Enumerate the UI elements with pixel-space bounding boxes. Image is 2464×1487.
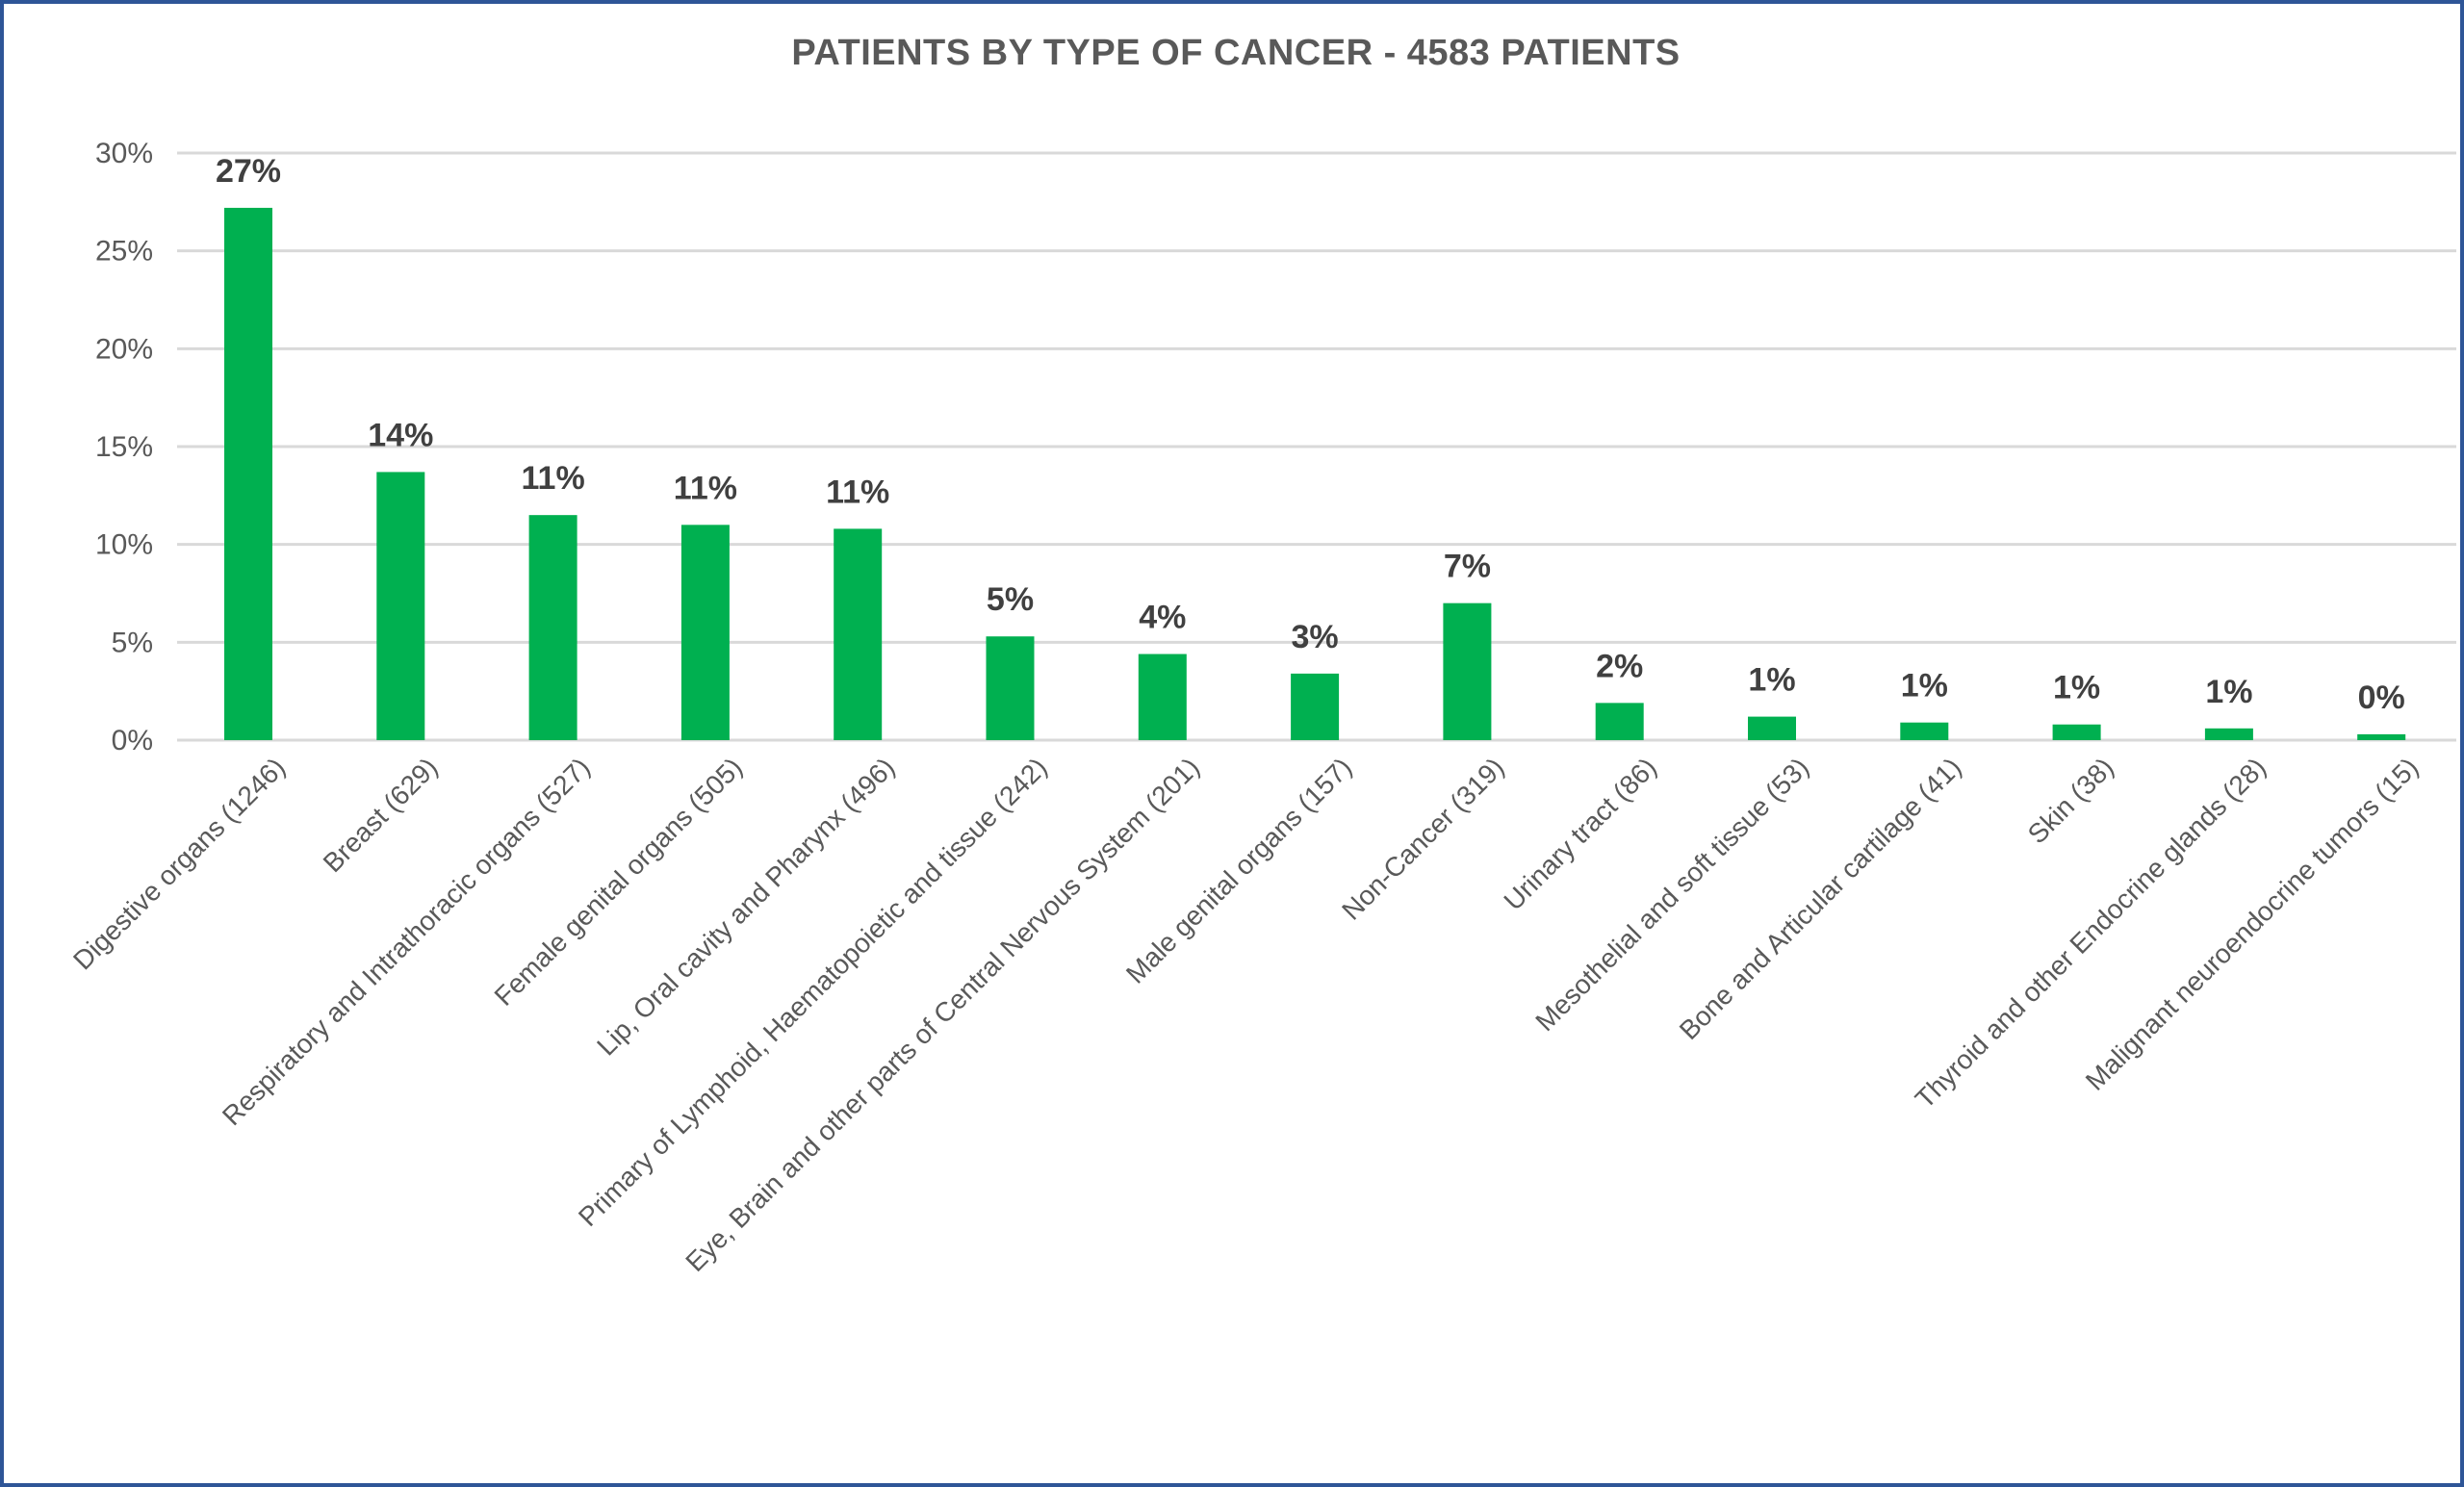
data-label: 5% — [987, 581, 1034, 618]
y-tick-label: 20% — [95, 333, 153, 365]
category-label: Urinary tract (86) — [1498, 752, 1661, 915]
data-label: 3% — [1292, 619, 1339, 655]
category-label: Skin (38) — [2022, 752, 2119, 849]
category-label: Female genital organs (505) — [489, 752, 749, 1012]
y-axis-ticks: 0% 5% 10% 15% 20% 25% 30% — [95, 138, 153, 756]
data-label: 1% — [1748, 662, 1795, 699]
x-axis-categories: Digestive organs (1246) Breast (629)Respi… — [67, 752, 2424, 1277]
bar — [680, 525, 730, 740]
bar — [1900, 722, 1949, 740]
bar — [2357, 733, 2406, 740]
y-tick-label: 25% — [95, 236, 153, 268]
category-label: Eye, Brain and other parts of Central Ne… — [680, 752, 1205, 1277]
category-label: Mesothelial and soft tissue (53) — [1529, 752, 1814, 1037]
bar — [2052, 724, 2101, 740]
data-label: 4% — [1139, 600, 1186, 636]
bar — [224, 207, 272, 740]
bar — [2204, 728, 2253, 740]
bar-chart: 0% 5% 10% 15% 20% 25% 30% 27% 14% 11% 11% 11% 5% 4% 3… — [67, 138, 2456, 1277]
category-label: Thyroid and other Endocrine glands (28) — [1910, 752, 2272, 1114]
category-label: Non-Cancer (319) — [1336, 752, 1509, 925]
category-label: Malignant neuroendocrine tumors (15) — [2080, 752, 2425, 1096]
data-label: 27% — [216, 153, 281, 190]
data-label: 1% — [2053, 670, 2100, 706]
bar — [834, 528, 883, 740]
data-label: 7% — [1444, 549, 1491, 585]
category-label: Breast (629) — [318, 752, 444, 878]
chart-title: PATIENTS BY TYPE OF CANCER - 4583 PATIEN… — [791, 33, 1681, 73]
bars — [224, 207, 2406, 740]
data-labels: 27% 14% 11% 11% 11% 5% 4% 3% 7% 2% 1% 1% 1% 1% 0% — [216, 153, 2405, 716]
y-tick-label: 5% — [112, 627, 153, 658]
bar — [1595, 703, 1644, 740]
data-label: 2% — [1596, 648, 1643, 684]
data-label: 11% — [674, 470, 737, 506]
bar — [1748, 716, 1796, 740]
data-label: 14% — [368, 417, 433, 453]
category-label: Bone and Articular cartilage (41) — [1674, 752, 1967, 1045]
y-tick-label: 0% — [112, 725, 153, 756]
data-label: 1% — [2205, 674, 2252, 710]
bar — [986, 636, 1035, 740]
bar — [528, 515, 578, 740]
bar — [376, 472, 425, 740]
data-label: 11% — [522, 460, 585, 497]
data-label: 1% — [1901, 668, 1948, 705]
bar — [1291, 673, 1340, 740]
y-tick-label: 30% — [95, 138, 153, 169]
data-label: 0% — [2358, 679, 2405, 716]
data-label: 11% — [826, 474, 889, 510]
bar — [1138, 654, 1187, 740]
y-tick-label: 10% — [95, 529, 153, 561]
category-label: Lip, Oral cavity and Pharynx (496) — [591, 752, 900, 1061]
category-label: Digestive organs (1246) — [67, 752, 291, 975]
bar — [1443, 602, 1492, 740]
y-tick-label: 15% — [95, 431, 153, 463]
